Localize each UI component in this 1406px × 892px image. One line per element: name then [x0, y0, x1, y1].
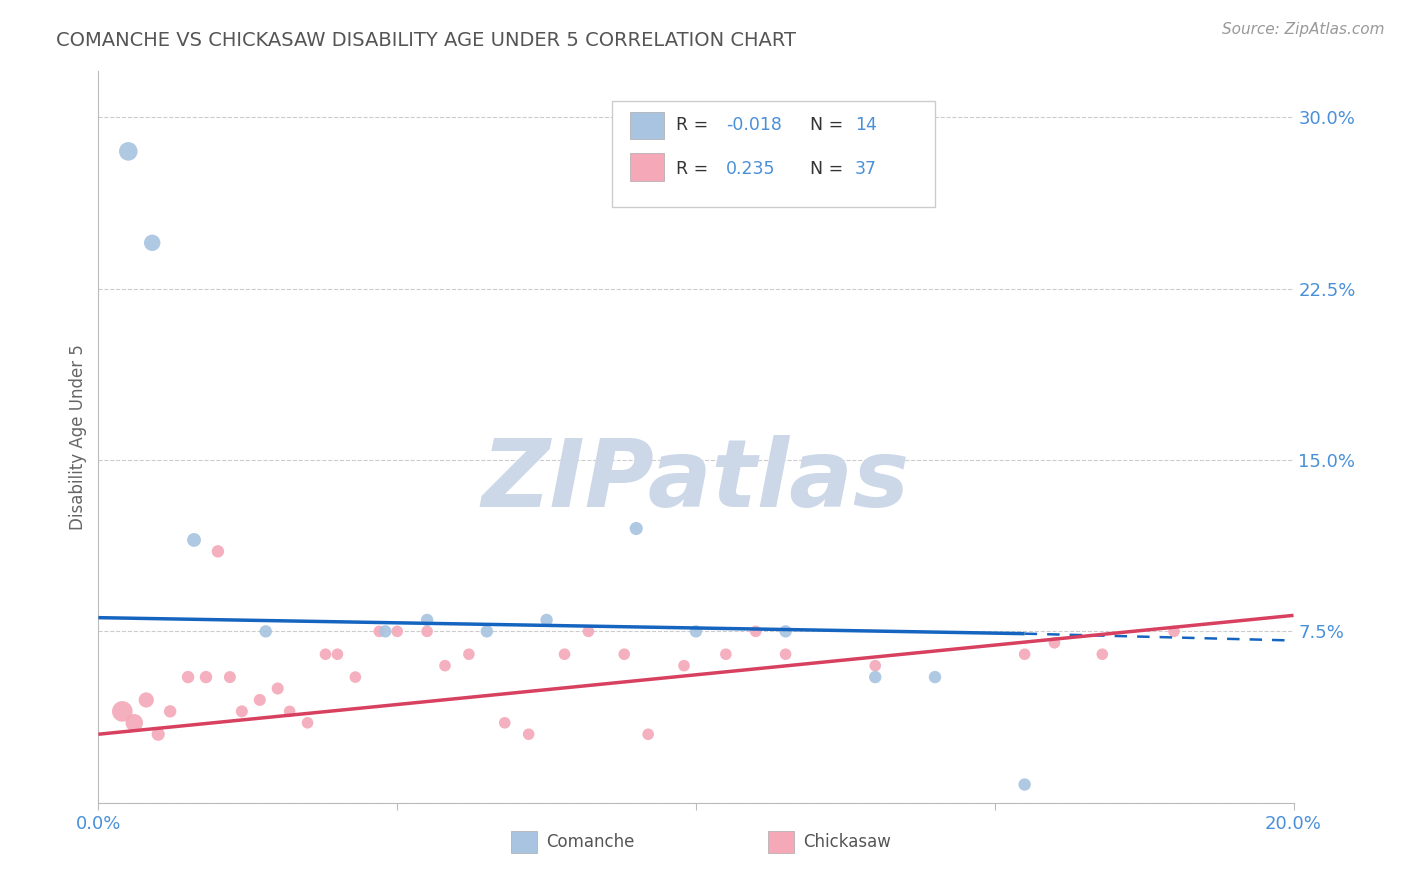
Y-axis label: Disability Age Under 5: Disability Age Under 5 — [69, 344, 87, 530]
Point — [117, 145, 139, 159]
Point — [195, 670, 218, 684]
Text: N =: N = — [810, 116, 848, 134]
Point — [775, 647, 797, 661]
FancyBboxPatch shape — [510, 830, 537, 853]
Point — [685, 624, 707, 639]
Point — [135, 693, 157, 707]
Point — [865, 658, 887, 673]
Point — [637, 727, 659, 741]
Text: Comanche: Comanche — [547, 832, 636, 851]
Point — [745, 624, 768, 639]
Text: COMANCHE VS CHICKASAW DISABILITY AGE UNDER 5 CORRELATION CHART: COMANCHE VS CHICKASAW DISABILITY AGE UND… — [56, 31, 796, 50]
Point — [578, 624, 600, 639]
Point — [124, 715, 146, 730]
Text: ZIPatlas: ZIPatlas — [482, 435, 910, 527]
Point — [1163, 624, 1185, 639]
Point — [183, 533, 205, 547]
FancyBboxPatch shape — [613, 101, 935, 207]
Point — [714, 647, 737, 661]
Text: R =: R = — [676, 116, 713, 134]
Point — [865, 670, 887, 684]
Text: 14: 14 — [855, 116, 877, 134]
Point — [368, 624, 391, 639]
Text: 37: 37 — [855, 160, 877, 178]
Point — [326, 647, 349, 661]
Point — [385, 624, 409, 639]
Point — [494, 715, 516, 730]
Point — [219, 670, 242, 684]
Point — [231, 705, 253, 719]
Text: Source: ZipAtlas.com: Source: ZipAtlas.com — [1222, 22, 1385, 37]
Point — [207, 544, 229, 558]
Point — [517, 727, 540, 741]
Point — [315, 647, 337, 661]
Point — [416, 624, 439, 639]
Point — [613, 647, 636, 661]
Point — [416, 613, 439, 627]
Point — [267, 681, 290, 696]
Point — [344, 670, 367, 684]
Point — [111, 705, 134, 719]
Point — [458, 647, 481, 661]
Point — [536, 613, 558, 627]
Point — [177, 670, 200, 684]
Point — [475, 624, 498, 639]
Text: 0.235: 0.235 — [725, 160, 775, 178]
Point — [254, 624, 277, 639]
Point — [673, 658, 696, 673]
Text: N =: N = — [810, 160, 848, 178]
FancyBboxPatch shape — [768, 830, 794, 853]
Point — [278, 705, 301, 719]
Point — [1014, 778, 1036, 792]
Point — [297, 715, 319, 730]
Point — [434, 658, 457, 673]
Point — [1014, 647, 1036, 661]
Text: R =: R = — [676, 160, 713, 178]
FancyBboxPatch shape — [630, 112, 664, 139]
Point — [1091, 647, 1114, 661]
Point — [141, 235, 163, 250]
Point — [626, 521, 648, 535]
Point — [554, 647, 576, 661]
Point — [159, 705, 181, 719]
Text: -0.018: -0.018 — [725, 116, 782, 134]
Point — [775, 624, 797, 639]
Point — [1043, 636, 1066, 650]
Point — [924, 670, 946, 684]
Point — [148, 727, 170, 741]
Text: Chickasaw: Chickasaw — [804, 832, 891, 851]
Point — [249, 693, 271, 707]
Point — [374, 624, 396, 639]
FancyBboxPatch shape — [630, 153, 664, 181]
